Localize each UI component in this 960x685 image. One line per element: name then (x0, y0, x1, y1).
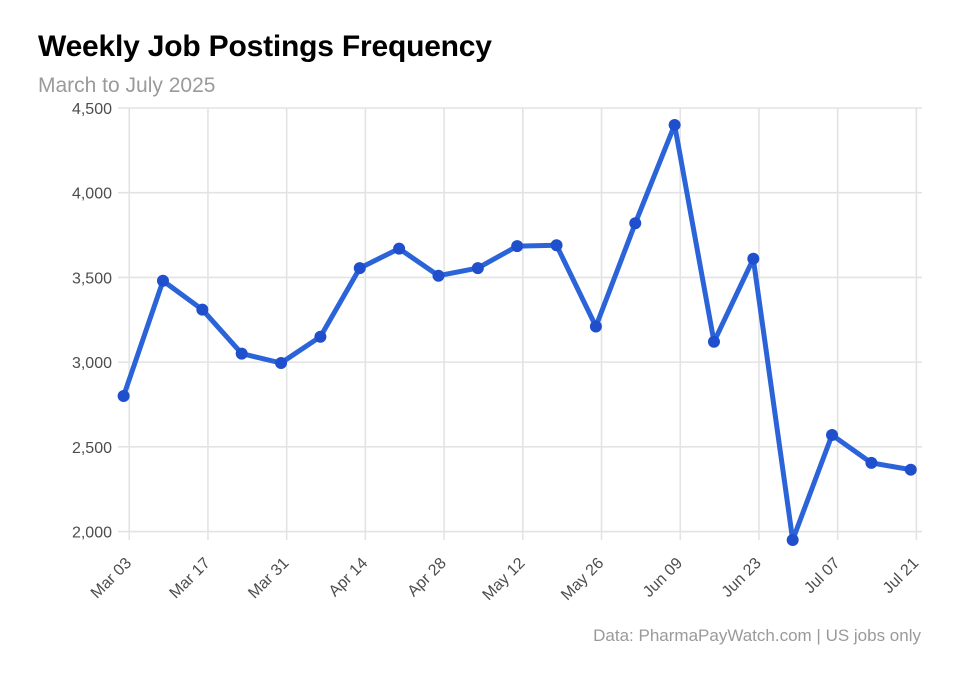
x-tick-label: Jun 23 (719, 555, 765, 601)
chart-title: Weekly Job Postings Frequency (38, 30, 492, 63)
data-point (432, 269, 445, 282)
x-tick-label: Mar 03 (88, 555, 135, 602)
data-point (826, 428, 839, 441)
data-point (275, 356, 288, 369)
data-point (904, 463, 917, 476)
x-tick-label: May 12 (480, 555, 529, 604)
data-point (629, 217, 642, 230)
data-point (117, 390, 130, 402)
data-point (314, 330, 327, 343)
series-line (121, 122, 914, 543)
chart-subtitle: March to July 2025 (38, 74, 216, 97)
x-tick-label: Jul 07 (801, 555, 843, 597)
data-point (235, 347, 248, 360)
data-point (353, 262, 366, 275)
x-tick-label: Jul 21 (880, 555, 922, 597)
data-point (511, 240, 524, 253)
data-point (707, 335, 720, 348)
x-tick-label: Apr 28 (405, 555, 450, 600)
x-tick-label: Apr 14 (326, 555, 371, 600)
data-point (393, 242, 406, 255)
data-point (550, 239, 563, 252)
data-point (196, 303, 209, 316)
y-tick-label: 3,000 (72, 355, 112, 372)
x-tick-label: May 26 (558, 555, 607, 604)
x-tick-label: Mar 31 (245, 555, 292, 602)
x-tick-label: Mar 17 (167, 555, 214, 602)
y-tick-label: 3,500 (72, 270, 112, 287)
x-tick-label: Jun 09 (640, 555, 686, 601)
data-point (747, 252, 760, 265)
data-point (471, 262, 484, 275)
y-tick-label: 4,000 (72, 186, 112, 203)
data-point (786, 534, 799, 546)
data-point (589, 320, 602, 333)
y-tick-label: 4,500 (72, 101, 112, 118)
data-point (156, 274, 169, 287)
chart-caption: Data: PharmaPayWatch.com | US jobs only (593, 626, 921, 645)
data-point (865, 456, 878, 469)
y-tick-label: 2,000 (72, 525, 112, 542)
y-tick-label: 2,500 (72, 440, 112, 457)
data-point (668, 118, 681, 131)
